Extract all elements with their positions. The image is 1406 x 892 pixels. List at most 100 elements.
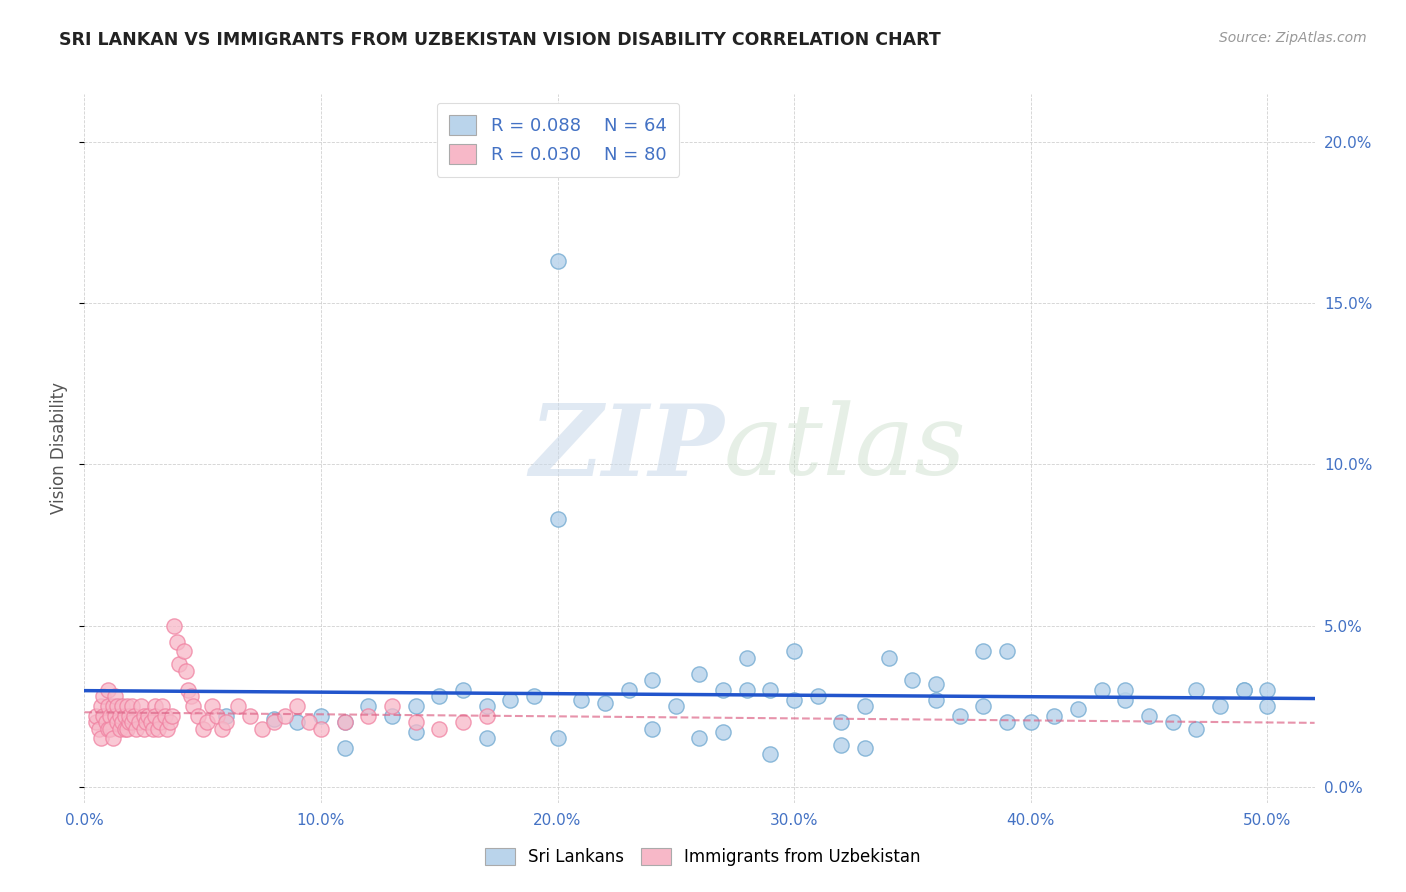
- Point: [1019, 715, 1042, 730]
- Point: [263, 712, 285, 726]
- Point: [191, 722, 214, 736]
- Point: [1114, 683, 1136, 698]
- Point: [226, 699, 249, 714]
- Point: [90, 699, 112, 714]
- Point: [122, 708, 145, 723]
- Point: [759, 683, 782, 698]
- Point: [451, 715, 474, 730]
- Point: [215, 708, 238, 723]
- Point: [97, 683, 120, 698]
- Point: [111, 715, 134, 730]
- Point: [135, 715, 157, 730]
- Point: [783, 692, 806, 706]
- Point: [1043, 708, 1066, 723]
- Point: [569, 692, 592, 706]
- Point: [91, 708, 114, 723]
- Point: [159, 715, 181, 730]
- Point: [181, 699, 204, 714]
- Point: [132, 708, 155, 723]
- Point: [215, 715, 238, 730]
- Point: [94, 715, 117, 730]
- Point: [901, 673, 924, 688]
- Point: [285, 715, 308, 730]
- Point: [665, 699, 688, 714]
- Point: [853, 741, 876, 756]
- Point: [250, 722, 273, 736]
- Y-axis label: Vision Disability: Vision Disability: [49, 383, 67, 514]
- Point: [104, 690, 127, 704]
- Point: [925, 692, 948, 706]
- Point: [1233, 683, 1256, 698]
- Point: [1256, 683, 1278, 698]
- Point: [173, 644, 195, 658]
- Point: [97, 722, 120, 736]
- Point: [132, 722, 155, 736]
- Point: [357, 708, 380, 723]
- Point: [274, 708, 297, 723]
- Point: [107, 715, 129, 730]
- Point: [830, 738, 852, 752]
- Point: [263, 715, 285, 730]
- Point: [114, 722, 136, 736]
- Point: [972, 699, 994, 714]
- Point: [759, 747, 782, 762]
- Point: [101, 699, 124, 714]
- Point: [547, 254, 569, 268]
- Point: [381, 699, 404, 714]
- Point: [949, 708, 972, 723]
- Point: [298, 715, 321, 730]
- Point: [201, 699, 224, 714]
- Point: [1137, 708, 1160, 723]
- Point: [160, 708, 183, 723]
- Point: [1091, 683, 1114, 698]
- Point: [1256, 699, 1278, 714]
- Point: [90, 731, 112, 746]
- Point: [100, 722, 122, 736]
- Point: [689, 666, 711, 681]
- Point: [972, 644, 994, 658]
- Point: [143, 699, 166, 714]
- Point: [149, 715, 172, 730]
- Point: [1161, 715, 1184, 730]
- Point: [427, 722, 450, 736]
- Point: [1209, 699, 1232, 714]
- Point: [239, 708, 262, 723]
- Point: [1185, 722, 1208, 736]
- Point: [499, 692, 522, 706]
- Point: [1114, 692, 1136, 706]
- Point: [641, 722, 664, 736]
- Point: [285, 699, 308, 714]
- Point: [333, 715, 356, 730]
- Point: [104, 708, 127, 723]
- Point: [405, 715, 427, 730]
- Point: [333, 741, 356, 756]
- Text: Source: ZipAtlas.com: Source: ZipAtlas.com: [1219, 31, 1367, 45]
- Point: [146, 722, 169, 736]
- Point: [91, 690, 114, 704]
- Point: [121, 715, 143, 730]
- Point: [143, 708, 166, 723]
- Point: [167, 657, 190, 672]
- Point: [689, 731, 711, 746]
- Point: [547, 512, 569, 526]
- Point: [197, 715, 219, 730]
- Point: [475, 699, 498, 714]
- Point: [107, 699, 129, 714]
- Point: [177, 683, 200, 698]
- Point: [735, 683, 758, 698]
- Point: [547, 731, 569, 746]
- Text: atlas: atlas: [724, 401, 967, 496]
- Point: [735, 650, 758, 665]
- Point: [108, 722, 131, 736]
- Point: [475, 731, 498, 746]
- Point: [853, 699, 876, 714]
- Point: [381, 708, 404, 723]
- Point: [405, 724, 427, 739]
- Point: [451, 683, 474, 698]
- Point: [925, 676, 948, 690]
- Point: [101, 731, 124, 746]
- Point: [166, 634, 188, 648]
- Point: [309, 708, 332, 723]
- Point: [1185, 683, 1208, 698]
- Point: [84, 715, 107, 730]
